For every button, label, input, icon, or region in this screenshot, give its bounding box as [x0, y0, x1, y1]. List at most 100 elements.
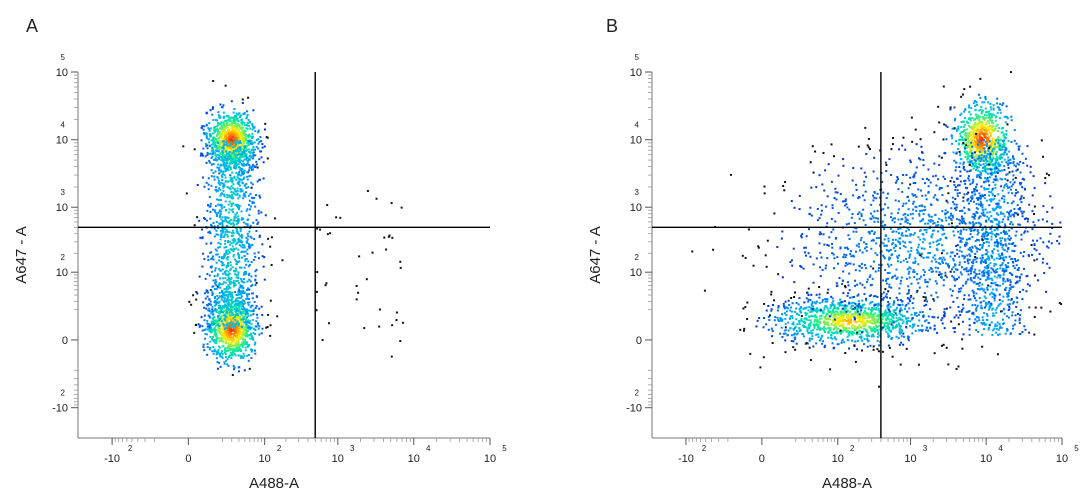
event-dot — [223, 351, 226, 354]
event-dot — [992, 138, 995, 141]
event-dot — [839, 319, 842, 322]
event-dot — [245, 236, 248, 239]
event-dot — [234, 193, 237, 196]
event-dot — [856, 326, 859, 329]
event-dot — [863, 324, 866, 327]
event-dot — [240, 210, 243, 213]
event-dot — [823, 325, 826, 328]
event-dot — [219, 365, 222, 368]
event-dot — [249, 327, 252, 330]
event-dot — [215, 310, 218, 313]
event-dot — [240, 190, 243, 193]
event-dot — [221, 182, 224, 185]
event-dot — [224, 311, 227, 314]
event-dot — [223, 195, 226, 198]
event-dot — [255, 163, 258, 166]
event-dot — [246, 142, 249, 145]
event-dot — [217, 150, 220, 153]
event-dot — [996, 130, 999, 133]
event-dot — [987, 116, 990, 119]
event-dot — [248, 278, 251, 281]
event-dot — [237, 282, 240, 285]
event-dot — [233, 125, 236, 128]
event-dot — [992, 142, 995, 145]
x-tick-label: 10 — [904, 453, 916, 465]
event-dot — [228, 329, 231, 332]
event-dot — [836, 330, 839, 333]
event-dot — [839, 312, 842, 315]
event-dot — [970, 149, 973, 152]
event-dot — [234, 118, 237, 121]
event-dot — [873, 315, 876, 318]
event-dot — [950, 320, 953, 323]
event-dot — [226, 143, 229, 146]
event-dot — [905, 318, 908, 321]
event-dot — [263, 145, 266, 148]
event-dot — [977, 158, 980, 161]
event-dot — [975, 130, 978, 133]
event-dot — [238, 152, 241, 155]
event-dot — [983, 113, 986, 116]
event-dot — [223, 193, 226, 196]
event-dot — [217, 114, 220, 117]
event-dot — [221, 268, 224, 271]
event-dot — [204, 218, 207, 221]
event-dot — [963, 129, 966, 132]
event-dot — [236, 136, 239, 139]
event-dot — [258, 140, 261, 143]
event-dot — [237, 206, 240, 209]
event-dot — [872, 308, 875, 311]
event-dot — [248, 203, 251, 206]
event-dot — [218, 319, 221, 322]
event-dot — [205, 145, 208, 148]
event-dot — [967, 124, 970, 127]
event-dot — [242, 164, 245, 167]
event-dot — [235, 310, 238, 313]
event-dot — [218, 291, 221, 294]
event-dot — [874, 308, 877, 311]
event-dot — [833, 327, 836, 330]
event-dot — [832, 332, 835, 335]
event-dot — [862, 316, 865, 319]
event-dot — [831, 312, 834, 315]
event-dot — [838, 317, 841, 320]
event-dot — [249, 150, 252, 153]
event-dot — [848, 323, 851, 326]
event-dot — [212, 285, 215, 288]
y-tick-label: 10 — [630, 135, 642, 147]
event-dot — [842, 292, 845, 295]
event-dot — [227, 155, 230, 158]
event-dot — [959, 132, 962, 135]
event-dot — [235, 294, 238, 297]
event-dot — [238, 173, 241, 176]
event-dot — [232, 320, 235, 323]
event-dot — [388, 234, 391, 237]
event-dot — [966, 128, 969, 131]
event-dot — [224, 340, 227, 343]
event-dot — [991, 164, 994, 167]
event-dot — [230, 203, 233, 206]
event-dot — [211, 322, 214, 325]
event-dot — [240, 131, 243, 134]
event-dot — [233, 176, 236, 179]
event-dot — [234, 310, 237, 313]
event-dot — [216, 273, 219, 276]
event-dot — [795, 307, 798, 310]
event-dot — [230, 323, 233, 326]
event-dot — [965, 153, 968, 156]
event-dot — [233, 175, 236, 178]
event-dot — [812, 305, 815, 308]
event-dot — [833, 336, 836, 339]
event-dot — [916, 289, 919, 292]
event-dot — [220, 106, 223, 109]
event-dot — [213, 227, 216, 230]
event-dot — [837, 320, 840, 323]
event-dot — [866, 331, 869, 334]
event-dot — [215, 215, 218, 218]
event-dot — [217, 352, 220, 355]
event-dot — [984, 117, 987, 120]
event-dot — [988, 162, 991, 165]
event-dot — [215, 249, 218, 252]
event-dot — [223, 155, 226, 158]
event-dot — [185, 192, 188, 195]
